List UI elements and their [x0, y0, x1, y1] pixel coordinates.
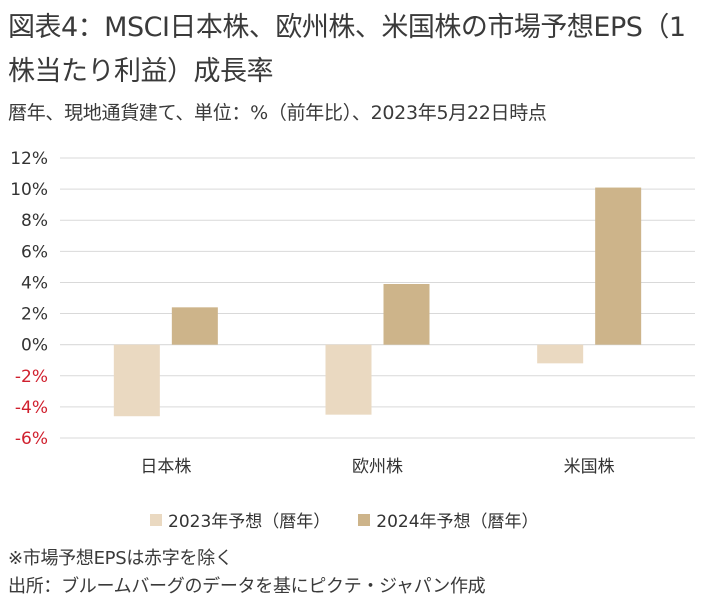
y-tick-label: 12% [10, 149, 48, 169]
y-tick-label: 6% [21, 242, 48, 262]
chart-title: 図表4：MSCI日本株、欧州株、米国株の市場予想EPS（1株当たり利益）成長率 [8, 12, 686, 87]
bar-2023-0 [113, 344, 160, 417]
bar-2024-1 [383, 284, 430, 345]
legend-label-2023: 2023年予想（暦年） [168, 512, 331, 532]
y-tick-label: -2% [15, 367, 48, 387]
footnote-source: 出所：ブルームバーグのデータを基にピクテ・ジャパン作成 [8, 576, 486, 597]
bar-2023-2 [537, 344, 584, 364]
y-tick-label: 10% [10, 180, 48, 200]
footnote-eps: ※市場予想EPSは赤字を除く [8, 548, 233, 569]
chart-subtitle: 暦年、現地通貨建て、単位：%（前年比）、2023年5月22日時点 [8, 102, 547, 124]
bar-2023-1 [325, 344, 372, 415]
y-tick-label: -4% [15, 398, 48, 418]
bar-2024-2 [595, 187, 642, 345]
x-category-label: 米国株 [564, 457, 615, 477]
y-tick-labels: 12% 10% 8% 6% 4% 2% 0% -2% -4% -6% [10, 149, 48, 449]
y-tick-label: 8% [21, 211, 48, 231]
y-tick-label: 2% [21, 305, 48, 325]
y-tick-label: 4% [21, 273, 48, 293]
x-category-labels: 日本株 欧州株 米国株 [140, 457, 614, 477]
legend-item-2024: 2024年予想（暦年） [358, 507, 539, 532]
bar-2024-0 [171, 307, 218, 345]
bars-layer [113, 187, 642, 417]
legend-swatch-2023 [150, 513, 162, 526]
y-tick-label: 0% [21, 336, 48, 356]
legend-item-2023: 2023年予想（暦年） [150, 507, 330, 532]
bar-chart: 12% 10% 8% 6% 4% 2% 0% -2% -4% -6% 日本株 欧州株 米国株 [10, 149, 695, 477]
grid-layer [60, 157, 695, 439]
x-category-label: 欧州株 [352, 457, 403, 477]
legend-swatch-2024 [358, 513, 371, 526]
legend-label-2024: 2024年予想（暦年） [376, 512, 539, 532]
y-tick-label: -6% [15, 429, 48, 449]
footnotes: ※市場予想EPSは赤字を除く 出所：ブルームバーグのデータを基にピクテ・ジャパン… [8, 545, 486, 601]
legend: 2023年予想（暦年） 2024年予想（暦年） [150, 507, 567, 532]
x-category-label: 日本株 [140, 457, 191, 477]
